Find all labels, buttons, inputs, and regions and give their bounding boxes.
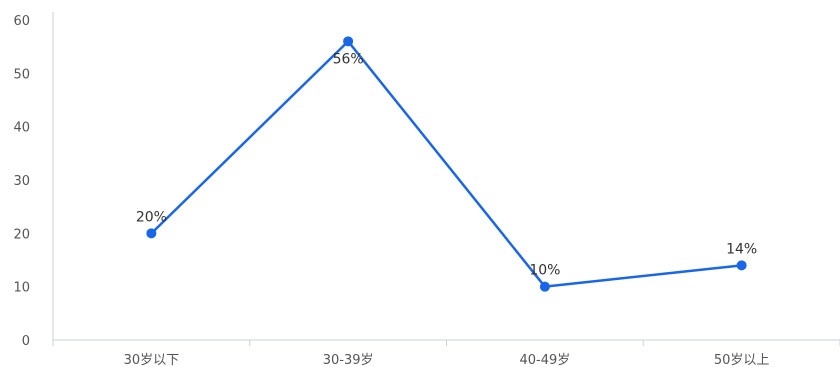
x-tick-label: 40-49岁 xyxy=(519,353,570,367)
y-tick-label: 50 xyxy=(13,67,30,82)
series-line xyxy=(150,40,742,288)
data-point xyxy=(736,260,747,271)
x-tick-label: 50岁以上 xyxy=(714,353,770,367)
x-tick-label: 30-39岁 xyxy=(323,353,374,367)
data-label: 56% xyxy=(333,51,364,67)
data-label: 20% xyxy=(136,209,167,225)
y-tick-label: 10 xyxy=(13,281,30,296)
y-tick-label: 30 xyxy=(13,174,30,189)
x-tick-label: 30岁以下 xyxy=(124,353,180,367)
data-point xyxy=(343,36,354,47)
x-axis: 30岁以下 30-39岁 40-49岁 50岁以上 xyxy=(52,339,840,367)
data-label: 14% xyxy=(726,241,757,257)
data-point xyxy=(146,228,157,239)
data-point xyxy=(539,281,550,292)
y-tick-label: 0 xyxy=(22,334,30,349)
series-layer: 20% 56% 10% 14% xyxy=(136,36,757,292)
y-axis: 0 10 20 30 40 50 60 xyxy=(13,12,54,349)
y-tick-label: 40 xyxy=(13,121,30,136)
y-tick-label: 20 xyxy=(13,227,30,242)
data-label: 10% xyxy=(529,263,560,279)
y-tick-label: 60 xyxy=(13,14,30,29)
